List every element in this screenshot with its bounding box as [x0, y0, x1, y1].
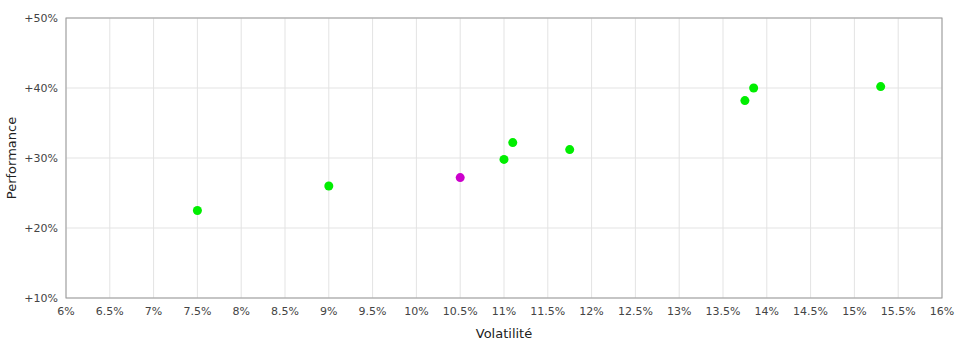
- x-tick-label: 9%: [320, 305, 337, 318]
- x-tick-label: 8%: [232, 305, 249, 318]
- point: [749, 84, 758, 93]
- x-tick-label: 11%: [492, 305, 516, 318]
- point: [876, 82, 885, 91]
- point: [456, 173, 465, 182]
- y-tick-label: +30%: [24, 152, 58, 165]
- tick-labels: 6% 6.5% 7% 7.5% 8% 8.5% 9% 9.5% 10% 10.5% 11% 11.5%…: [24, 12, 954, 318]
- points: [193, 82, 885, 215]
- x-tick-label: 16%: [930, 305, 954, 318]
- x-tick-label: 11.5%: [530, 305, 565, 318]
- x-tick-label: 6.5%: [96, 305, 124, 318]
- x-tick-label: 14%: [755, 305, 779, 318]
- point: [565, 145, 574, 154]
- y-tick-label: +50%: [24, 12, 58, 25]
- point: [324, 182, 333, 191]
- x-tick-label: 7.5%: [183, 305, 211, 318]
- x-axis-label: Volatilité: [476, 326, 532, 341]
- y-tick-label: +20%: [24, 222, 58, 235]
- x-tick-label: 10.5%: [443, 305, 478, 318]
- y-tick-label: +40%: [24, 82, 58, 95]
- point: [740, 96, 749, 105]
- point: [508, 138, 517, 147]
- chart: 6% 6.5% 7% 7.5% 8% 8.5% 9% 9.5% 10% 10.5% 11% 11.5%…: [0, 0, 966, 350]
- y-tick-label: +10%: [24, 292, 58, 305]
- x-tick-label: 6%: [57, 305, 74, 318]
- x-tick-label: 14.5%: [793, 305, 828, 318]
- point: [500, 155, 509, 164]
- x-tick-label: 8.5%: [271, 305, 299, 318]
- x-tick-label: 10%: [404, 305, 428, 318]
- x-tick-label: 13%: [667, 305, 691, 318]
- grid: [66, 18, 942, 298]
- y-grid-line: [66, 88, 942, 89]
- x-tick-label: 12.5%: [618, 305, 653, 318]
- x-tick-label: 7%: [145, 305, 162, 318]
- point: [193, 206, 202, 215]
- x-tick-label: 15.5%: [881, 305, 916, 318]
- plot-frame: [66, 18, 942, 298]
- x-tick-label: 15%: [842, 305, 866, 318]
- x-tick-label: 13.5%: [706, 305, 741, 318]
- page: {"chart_data": { "type": "scatter", "xla…: [0, 0, 966, 350]
- x-tick-label: 9.5%: [359, 305, 387, 318]
- y-axis-label: Performance: [4, 117, 19, 199]
- x-tick-label: 12%: [579, 305, 603, 318]
- y-grid-line: [66, 228, 942, 229]
